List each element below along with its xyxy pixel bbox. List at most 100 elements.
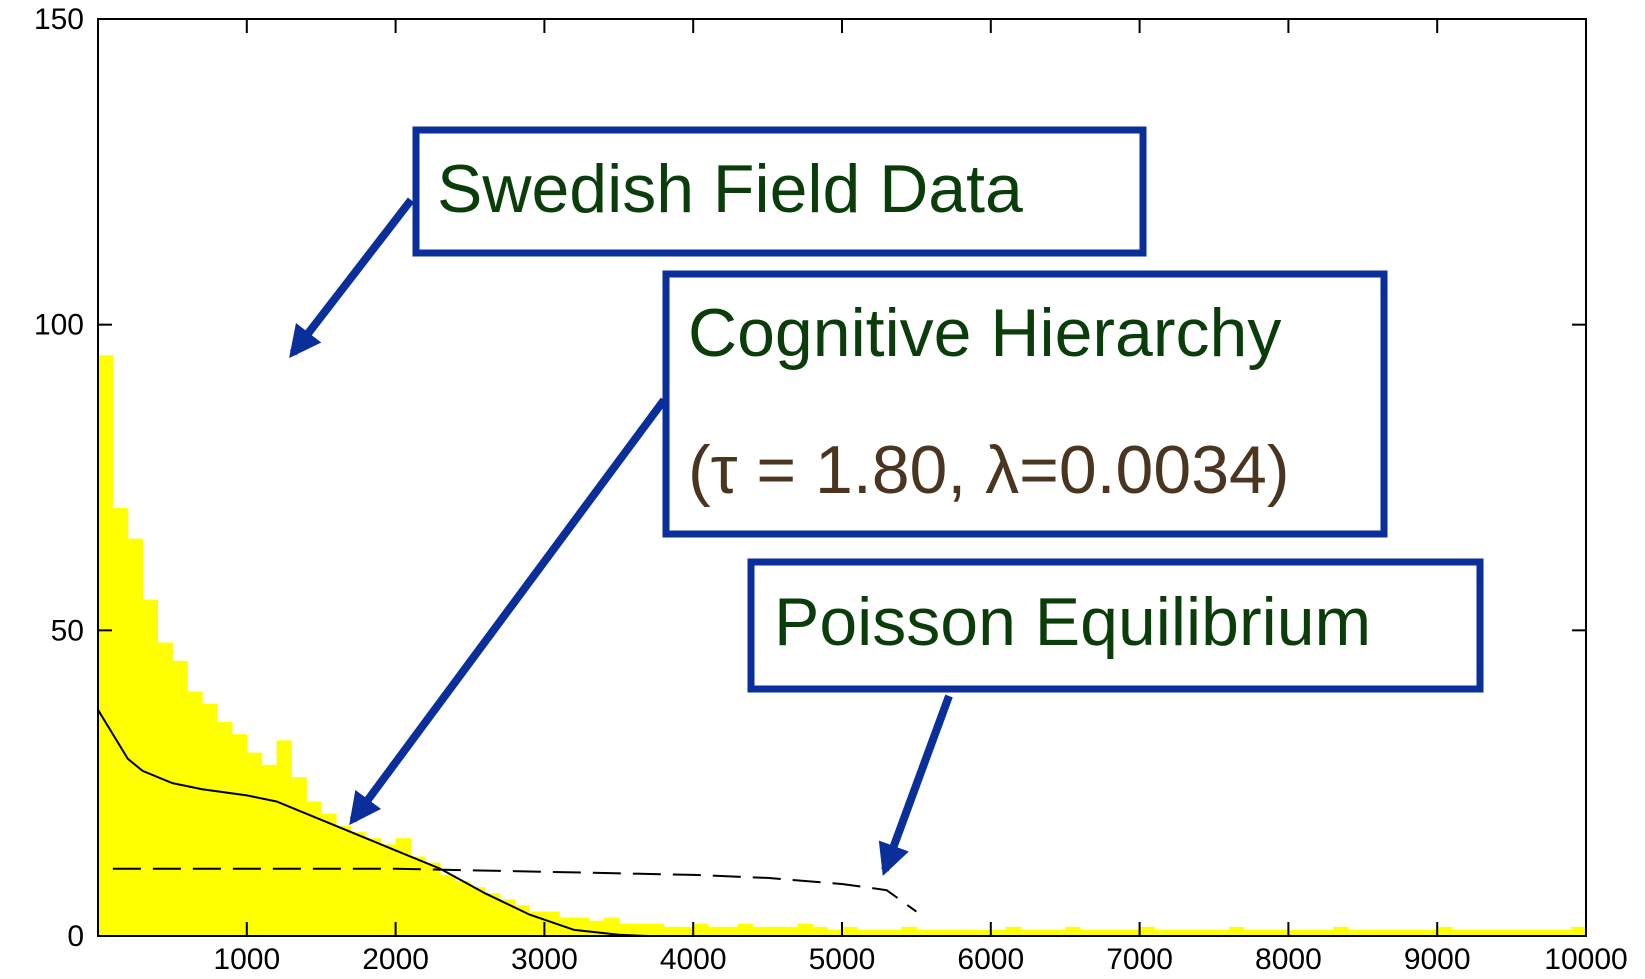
bar: [1466, 929, 1483, 936]
bar: [172, 660, 188, 936]
y-tick-label: 50: [51, 614, 84, 647]
x-tick-label: 5000: [809, 943, 876, 976]
bar: [484, 893, 501, 936]
bar: [1214, 929, 1230, 936]
bar: [217, 722, 233, 936]
y-tick-label: 100: [34, 309, 84, 342]
bar: [767, 926, 783, 936]
bar: [261, 764, 278, 936]
bar: [1184, 929, 1200, 936]
bar: [1094, 929, 1111, 936]
x-tick-label: 2000: [362, 943, 429, 976]
bar: [708, 926, 724, 936]
bar: [1481, 929, 1498, 936]
bar: [1556, 929, 1572, 936]
bar: [1243, 929, 1260, 936]
bar: [499, 899, 516, 936]
bar: [886, 929, 903, 936]
bar: [1377, 929, 1394, 936]
bar: [1020, 929, 1036, 936]
bar: [276, 740, 292, 936]
annotation-box: [412, 126, 1147, 257]
bar: [1437, 926, 1453, 936]
bar: [1065, 926, 1081, 936]
bar: [931, 929, 947, 936]
bar: [916, 929, 932, 936]
bar: [1303, 929, 1319, 936]
arrow: [878, 694, 953, 877]
bar: [797, 923, 813, 936]
bar: [202, 703, 218, 936]
bar: [1258, 929, 1275, 936]
x-tick-label: 7000: [1106, 943, 1173, 976]
bar: [1124, 929, 1141, 936]
bar: [157, 642, 173, 936]
bar: [1005, 926, 1022, 936]
bar: [1318, 929, 1334, 936]
annotations: Swedish Field Data Cognitive Hierarchy (…: [289, 126, 1484, 877]
bar: [633, 923, 650, 936]
bar: [1407, 929, 1423, 936]
bar: [1571, 926, 1587, 936]
bar: [1452, 929, 1468, 936]
annotation: (τ = 1.80, λ=0.0034): [688, 432, 1289, 508]
bar: [827, 929, 843, 936]
bar: [574, 917, 590, 936]
bar: [410, 856, 426, 936]
bar: [1050, 929, 1066, 936]
bar: [336, 825, 352, 936]
bar: [812, 926, 828, 936]
bar: [1199, 929, 1215, 936]
bar: [98, 355, 114, 936]
bar: [1080, 929, 1096, 936]
bar: [1154, 929, 1170, 936]
bar: [1169, 929, 1185, 936]
bar: [990, 929, 1007, 936]
bar: [231, 734, 248, 936]
bar: [350, 832, 367, 936]
bar: [1273, 929, 1289, 936]
x-tick-label: 6000: [957, 943, 1024, 976]
bar: [782, 926, 798, 936]
bar: [440, 874, 456, 936]
bar: [425, 862, 441, 936]
bar: [544, 911, 560, 936]
bar: [127, 538, 144, 936]
bar: [1541, 929, 1557, 936]
x-tick-label: 8000: [1255, 943, 1322, 976]
bar: [946, 929, 962, 936]
bar: [395, 838, 411, 936]
bar: [856, 929, 873, 936]
bar: [901, 926, 917, 936]
bar: [1035, 929, 1051, 936]
bar: [455, 880, 471, 936]
bar: [514, 905, 531, 936]
bar: [618, 923, 635, 936]
bar: [1333, 926, 1349, 936]
bar: [752, 926, 769, 936]
bar: [1496, 929, 1513, 936]
bar: [1288, 929, 1304, 936]
plot-area: 0 50 100 150 1000 2000 3000 4000 5000 6000 7000 800…: [34, 3, 1628, 976]
x-tick-label: 1000: [213, 943, 280, 976]
bar: [142, 599, 159, 936]
bar: [603, 917, 620, 936]
annotation-box: [662, 270, 1388, 538]
bar: [737, 923, 754, 936]
bar: [380, 844, 397, 936]
arrow: [289, 197, 415, 359]
bar: [187, 691, 203, 936]
bar: [1511, 929, 1527, 936]
bar: [871, 929, 888, 936]
line: [112, 867, 917, 913]
bar: [678, 926, 694, 936]
bar: [1422, 929, 1438, 936]
bar: [1347, 929, 1364, 936]
bar: [1228, 926, 1245, 936]
bar: [975, 929, 992, 936]
x-tick-label: 10000: [1544, 943, 1627, 976]
bar: [842, 926, 858, 936]
bar: [470, 887, 486, 936]
annotation: Swedish Field Data: [437, 151, 1023, 227]
